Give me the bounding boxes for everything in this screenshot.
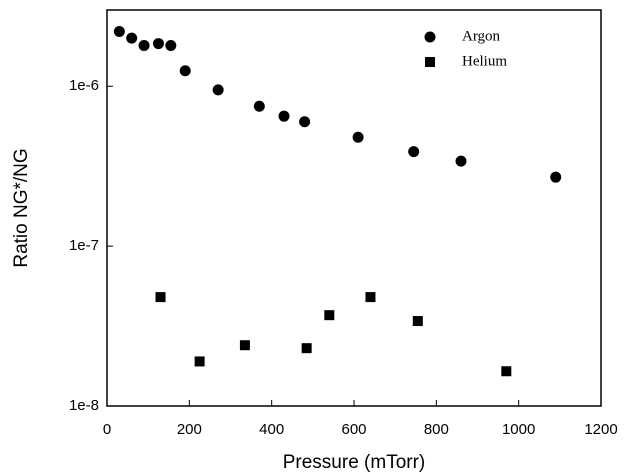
point — [155, 292, 166, 303]
y-tick-label: 1e-8 — [69, 397, 99, 414]
x-axis-title: Pressure (mTorr) — [283, 452, 426, 473]
x-tick-label: 600 — [341, 421, 366, 438]
point — [365, 292, 376, 303]
x-tick-label: 400 — [259, 421, 284, 438]
point — [239, 340, 250, 351]
point — [412, 316, 423, 327]
point — [212, 84, 224, 96]
y-axis-title: Ratio NG*/NG — [11, 148, 32, 267]
point — [253, 100, 265, 112]
point — [352, 131, 364, 143]
x-tick-label: 0 — [103, 421, 111, 438]
point — [299, 116, 311, 128]
point — [408, 146, 420, 158]
point — [113, 26, 125, 38]
point — [278, 110, 290, 122]
legend-label: Helium — [462, 53, 507, 69]
point — [152, 38, 164, 50]
legend-label: Argon — [462, 28, 501, 44]
point — [194, 356, 205, 367]
legend-marker — [424, 31, 436, 43]
point — [301, 343, 312, 354]
x-tick-label: 200 — [177, 421, 202, 438]
point — [179, 65, 191, 77]
point — [126, 32, 138, 44]
point — [455, 155, 467, 167]
x-tick-label: 1200 — [584, 421, 617, 438]
y-tick-label: 1e-7 — [69, 237, 99, 254]
point — [324, 310, 335, 321]
point — [501, 366, 512, 377]
point — [550, 171, 562, 183]
legend-marker — [425, 57, 435, 67]
x-tick-label: 1000 — [502, 421, 535, 438]
x-tick-label: 800 — [424, 421, 449, 438]
point — [165, 39, 177, 51]
point — [138, 39, 150, 51]
y-tick-label: 1e-6 — [69, 77, 99, 94]
